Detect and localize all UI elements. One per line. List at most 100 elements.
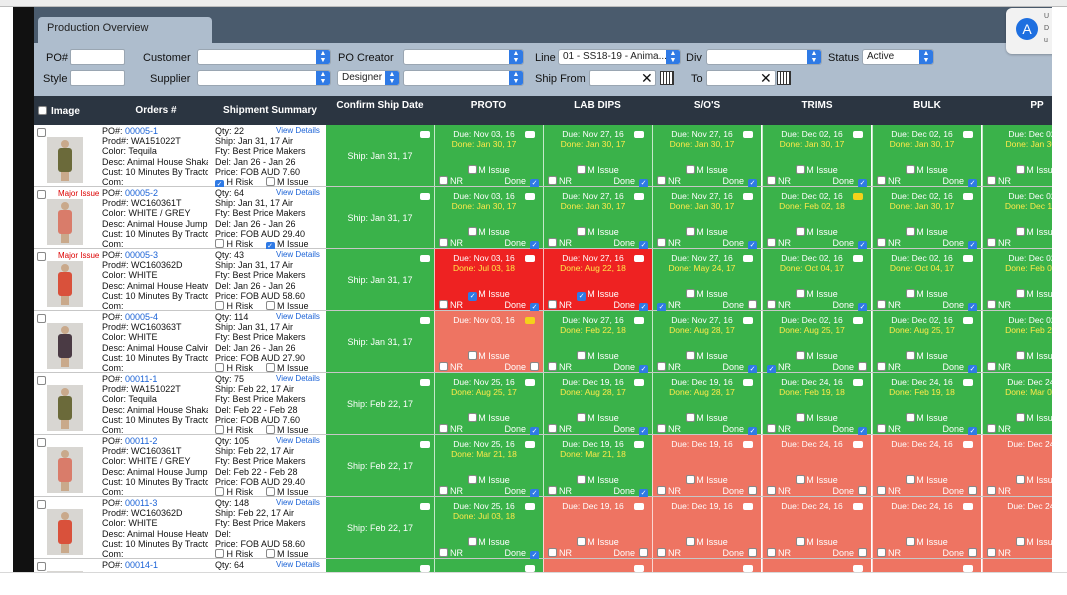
nr-checkbox[interactable]	[987, 486, 996, 495]
view-details-link[interactable]: View Details	[276, 312, 320, 321]
nr-checkbox[interactable]	[877, 548, 886, 557]
done-checkbox[interactable]	[968, 486, 977, 495]
nr-checkbox[interactable]	[877, 486, 886, 495]
milestone-cell[interactable]: Due: Nov 03, 16 Done: Jan 30, 17 M Issue NR…	[434, 187, 543, 250]
nr-checkbox[interactable]	[657, 424, 666, 433]
milestone-cell[interactable]: Due: Dec 02, 16 Done: Aug 25, 17 M Issue ✓ N…	[762, 311, 871, 374]
m-issue-checkbox[interactable]	[1016, 227, 1026, 236]
comment-bubble-icon[interactable]	[743, 379, 753, 386]
done-checkbox[interactable]	[639, 548, 648, 557]
done-checkbox[interactable]	[748, 300, 757, 309]
product-image[interactable]	[47, 571, 83, 572]
header-pp[interactable]: PP	[1030, 100, 1044, 111]
m-issue-checkbox[interactable]	[906, 165, 916, 174]
nr-checkbox[interactable]	[767, 238, 776, 247]
comment-bubble-icon[interactable]	[525, 379, 535, 386]
m-issue-checkbox[interactable]	[468, 475, 478, 484]
milestone-cell[interactable]	[872, 559, 981, 572]
milestone-cell[interactable]: Due: Dec 24, 16 M Issue NR Done	[762, 435, 871, 496]
h-risk-checkbox[interactable]	[215, 425, 224, 435]
done-checkbox[interactable]	[530, 362, 539, 371]
comment-bubble-icon[interactable]	[853, 131, 863, 138]
comment-bubble-icon[interactable]	[853, 317, 863, 324]
status-select[interactable]: Active ▲ ▼	[862, 49, 934, 65]
nr-checkbox[interactable]	[548, 362, 557, 371]
milestone-cell[interactable]	[762, 559, 871, 572]
milestone-cell[interactable]: Due: Nov 27, 16 Done: Jan 30, 17 M Issue NR…	[543, 187, 652, 250]
m-issue-checkbox[interactable]	[1016, 413, 1026, 422]
comment-bubble-icon[interactable]	[634, 317, 644, 324]
m-issue-checkbox[interactable]	[468, 351, 478, 360]
comment-bubble-icon[interactable]	[525, 503, 535, 510]
done-checkbox[interactable]	[748, 548, 757, 557]
comment-bubble-icon[interactable]	[420, 131, 430, 138]
done-checkbox[interactable]	[858, 486, 867, 495]
m-issue-checkbox[interactable]	[265, 177, 275, 187]
m-issue-checkbox[interactable]	[468, 413, 478, 422]
comment-bubble-icon[interactable]	[634, 503, 644, 510]
milestone-cell[interactable]: Due: Nov 03, 16 Done: Jul 03, 18 ✓ M Issue N…	[434, 249, 543, 312]
comment-bubble-icon[interactable]	[525, 565, 535, 572]
m-issue-checkbox[interactable]	[577, 537, 587, 546]
m-issue-checkbox[interactable]	[1016, 289, 1026, 298]
m-issue-checkbox[interactable]	[265, 363, 275, 373]
m-issue-checkbox[interactable]	[577, 475, 587, 484]
m-issue-checkbox[interactable]	[468, 537, 478, 546]
comment-bubble-icon[interactable]	[634, 441, 644, 448]
milestone-cell[interactable]: Due: Dec 24, 16 M Issue NR Done	[872, 497, 981, 558]
po-link[interactable]: 00005-3	[125, 250, 159, 260]
nr-checkbox[interactable]	[439, 424, 448, 433]
nr-checkbox[interactable]	[987, 300, 996, 309]
comment-bubble-icon[interactable]	[634, 379, 644, 386]
milestone-cell[interactable]: Due: Dec 02, 16 Done: Oct 04, 17 M Issue NR…	[762, 249, 871, 312]
nr-checkbox[interactable]	[657, 362, 666, 371]
po-link[interactable]: 00011-1	[125, 374, 158, 384]
comment-bubble-icon[interactable]	[963, 503, 973, 510]
h-risk-checkbox[interactable]	[215, 301, 224, 311]
m-issue-checkbox[interactable]	[577, 165, 587, 174]
nr-checkbox[interactable]	[877, 300, 886, 309]
m-issue-checkbox[interactable]	[906, 227, 916, 236]
nr-checkbox[interactable]	[877, 176, 886, 185]
po-link[interactable]: 00005-4	[125, 312, 159, 322]
comment-bubble-icon[interactable]	[525, 317, 535, 324]
m-issue-checkbox[interactable]: ✓	[577, 292, 587, 301]
milestone-cell[interactable]: Due: Nov 27, 16 Done: Aug 28, 17 M Issue NR…	[652, 311, 761, 374]
div-select[interactable]: ▲ ▼	[706, 49, 822, 65]
view-details-link[interactable]: View Details	[276, 560, 320, 569]
po-link[interactable]: 00005-1	[125, 126, 159, 136]
product-image[interactable]	[47, 137, 83, 183]
comment-bubble-icon[interactable]	[963, 379, 973, 386]
header-sos[interactable]: S/O'S	[693, 100, 721, 111]
comment-bubble-icon[interactable]	[420, 565, 430, 572]
nr-checkbox[interactable]	[877, 424, 886, 433]
milestone-cell[interactable]: Due: Nov 25, 16 Done: Aug 25, 17 M Issue NR…	[434, 373, 543, 436]
milestone-cell[interactable]: Due: Dec 24, 16 Done: Feb 19, 18 M Issue NR…	[872, 373, 981, 436]
comment-bubble-icon[interactable]	[963, 255, 973, 262]
milestone-cell[interactable]: Due: Dec 02, 16 Done: Jan 30, 17 M Issue NR…	[872, 125, 981, 188]
product-image[interactable]	[47, 323, 83, 369]
m-issue-checkbox[interactable]	[265, 549, 275, 559]
comment-bubble-icon[interactable]	[963, 565, 973, 572]
milestone-cell[interactable]: Due: Nov 25, 16 Done: Mar 21, 18 M Issue NR…	[434, 435, 543, 498]
po-input[interactable]	[70, 49, 125, 65]
milestone-cell[interactable]: Due: Dec 02, 16 Done: Feb 02, 18 M Issue NR…	[762, 187, 871, 250]
m-issue-checkbox[interactable]	[686, 413, 696, 422]
confirm-ship-cell[interactable]: Ship: Jan 31, 17	[326, 187, 434, 248]
nr-checkbox[interactable]	[767, 424, 776, 433]
comment-bubble-icon[interactable]	[743, 317, 753, 324]
m-issue-checkbox[interactable]	[265, 301, 275, 311]
row-checkbox[interactable]	[37, 376, 46, 385]
m-issue-checkbox[interactable]	[686, 475, 696, 484]
comment-bubble-icon[interactable]	[853, 441, 863, 448]
confirm-ship-cell[interactable]: Ship: Jan 31, 17	[326, 249, 434, 310]
nr-checkbox[interactable]	[548, 176, 557, 185]
nr-checkbox[interactable]	[987, 362, 996, 371]
confirm-ship-cell[interactable]: Ship: Jan 31, 17	[326, 125, 434, 186]
clear-ship-to-icon[interactable]: ✕	[760, 70, 772, 86]
comment-bubble-icon[interactable]	[420, 317, 430, 324]
view-details-link[interactable]: View Details	[276, 374, 320, 383]
comment-bubble-icon[interactable]	[963, 193, 973, 200]
